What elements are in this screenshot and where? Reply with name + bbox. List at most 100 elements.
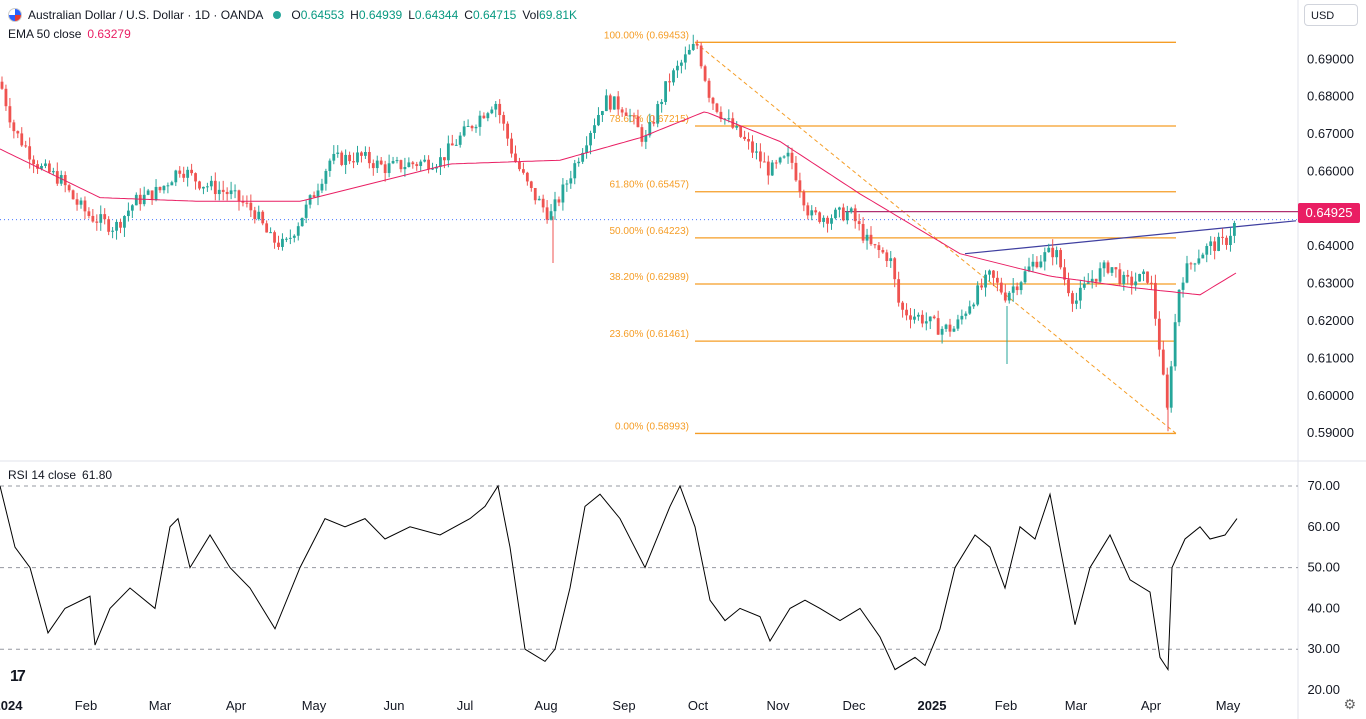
candle-body [59, 175, 63, 184]
time-axis-label: 2024 [0, 698, 23, 713]
candle-body [1114, 267, 1118, 270]
candle-body [1027, 266, 1031, 272]
candle-body [897, 279, 901, 303]
candle-body [158, 186, 162, 191]
fib-level-label: 100.00% (0.69453) [604, 30, 689, 41]
candle-body [640, 127, 644, 142]
candle-body [1047, 247, 1051, 253]
candle-body [766, 161, 770, 176]
candle-body [980, 285, 983, 288]
rsi-legend[interactable]: RSI 14 close 61.80 [8, 468, 112, 482]
candles-group [0, 34, 1236, 413]
candle-body [407, 162, 411, 168]
candle-body [747, 139, 750, 142]
candle-body [186, 169, 190, 178]
candle-body [44, 163, 47, 166]
time-axis-label: Mar [1065, 698, 1088, 713]
candle-body [443, 157, 446, 161]
candle-body [1189, 263, 1193, 265]
candle-body [699, 45, 703, 67]
candle-body [680, 62, 683, 66]
candle-body [1173, 322, 1177, 367]
candle-body [502, 115, 506, 124]
candle-body [944, 324, 948, 329]
candle-body [644, 135, 648, 142]
candle-body [206, 186, 209, 188]
candle-body [4, 88, 8, 107]
candle-body [917, 314, 920, 317]
candle-body [332, 153, 336, 161]
candle-body [1185, 263, 1189, 283]
candle-body [506, 123, 509, 139]
candle-body [770, 162, 774, 176]
price-tag: 0.64925 [1298, 203, 1360, 223]
candle-body [419, 161, 423, 166]
candle-body [51, 171, 55, 173]
candle-body [1161, 349, 1165, 375]
price-tick-label: 0.61000 [1307, 350, 1354, 365]
ohlc-value: 69.81K [539, 8, 578, 22]
candle-body [328, 160, 332, 171]
candle-body [798, 180, 802, 192]
time-axis-label: Apr [226, 698, 247, 713]
candle-body [849, 208, 853, 212]
candle-body [972, 304, 976, 307]
candle-body [1011, 286, 1015, 293]
ohlc-value: 0.64344 [414, 8, 459, 22]
currency-flag-icon [8, 8, 22, 22]
time-axis-label: May [302, 698, 327, 713]
candle-body [1055, 250, 1059, 258]
candle-body [229, 190, 233, 195]
candle-body [913, 316, 916, 320]
ohlc-item: H0.64939 [350, 8, 402, 22]
candle-body [431, 168, 434, 170]
candle-body [446, 143, 450, 161]
ohlc-key: O [291, 8, 301, 22]
candle-body [841, 207, 845, 221]
candle-body [427, 159, 430, 170]
candle-body [620, 109, 624, 113]
ohlc-item: Vol69.81K [522, 8, 577, 22]
candle-body [759, 151, 762, 162]
candle-body [727, 118, 731, 120]
candle-body [170, 182, 174, 186]
ema-value: 0.63279 [87, 27, 131, 41]
candle-body [1154, 282, 1157, 319]
candle-body [1118, 269, 1122, 284]
candle-body [668, 81, 671, 83]
candle-body [1130, 276, 1134, 286]
candle-body [474, 126, 478, 129]
candle-body [1213, 241, 1217, 251]
candle-body [134, 194, 138, 206]
candle-body [364, 151, 367, 156]
candle-body [1075, 300, 1078, 304]
candle-body [490, 109, 494, 114]
candle-body [565, 183, 569, 185]
price-tick-label: 0.66000 [1307, 163, 1354, 178]
candle-body [522, 169, 525, 173]
fib-level-label: 50.00% (0.64223) [609, 226, 689, 237]
candle-body [786, 152, 790, 157]
fib-level-label: 78.60% (0.67215) [609, 114, 689, 125]
currency-select[interactable]: USD [1304, 4, 1358, 26]
candle-body [1015, 286, 1019, 291]
candle-body [237, 190, 241, 202]
price-tick-label: 0.67000 [1307, 126, 1354, 141]
ema-label: EMA 50 close [8, 27, 82, 41]
candle-body [162, 185, 166, 191]
time-axis-label: Aug [534, 698, 557, 713]
candle-body [537, 198, 541, 201]
candle-body [782, 156, 786, 158]
candle-body [336, 152, 340, 154]
candle-body [612, 96, 616, 110]
ema50-line [0, 111, 1237, 296]
candle-body [1043, 252, 1047, 262]
ema-legend[interactable]: EMA 50 close 0.63279 [8, 27, 131, 41]
candle-body [423, 159, 427, 162]
candle-body [1023, 271, 1027, 283]
ohlc-key: C [464, 8, 473, 22]
candle-body [79, 200, 83, 205]
settings-gear-icon[interactable]: ⚙ [1343, 696, 1356, 712]
candle-body [557, 199, 561, 203]
